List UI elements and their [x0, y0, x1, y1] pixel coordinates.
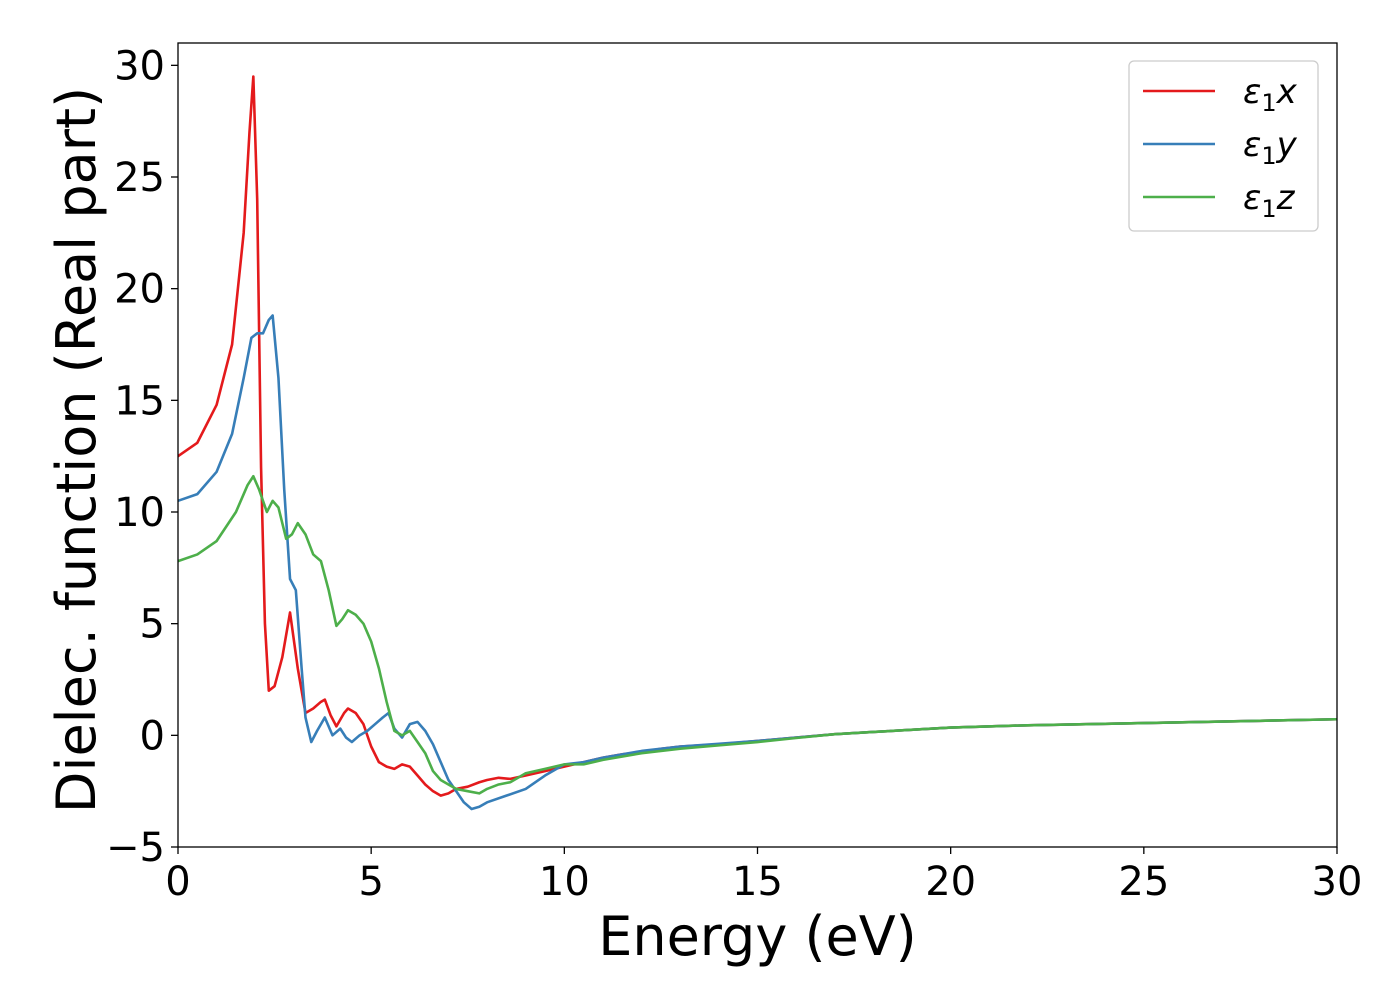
- x-tick-label: 15: [732, 859, 783, 905]
- legend-label-y: ε1y: [1243, 125, 1298, 170]
- x-tick-label: 30: [1312, 859, 1363, 905]
- x-tick-label: 0: [165, 859, 190, 905]
- series-line-z: [178, 474, 1337, 795]
- y-axis-ticks: −5 0 5 10 15 20 25 30: [106, 43, 178, 871]
- series-line-y: [178, 314, 1337, 811]
- x-tick-label: 10: [539, 859, 590, 905]
- y-tick-label: 30: [114, 43, 165, 89]
- y-tick-label: 25: [114, 155, 165, 201]
- legend-label-z: ε1z: [1243, 178, 1296, 223]
- legend-box: [1128, 60, 1319, 232]
- y-tick-label: 15: [114, 378, 165, 424]
- y-axis-label: Dielec. function (Real part): [45, 87, 108, 813]
- legend: ε1x ε1y ε1z: [1128, 60, 1319, 232]
- x-tick-label: 20: [925, 859, 976, 905]
- y-tick-label: −5: [106, 825, 165, 871]
- series-lines: [178, 75, 1337, 811]
- x-tick-label: 5: [358, 859, 383, 905]
- x-tick-label: 25: [1118, 859, 1169, 905]
- x-axis-ticks: 0 5 10 15 20 25 30: [165, 847, 1362, 905]
- y-tick-label: 20: [114, 267, 165, 313]
- y-tick-label: 5: [140, 602, 165, 648]
- legend-label-x: ε1x: [1243, 72, 1298, 117]
- x-axis-label: Energy (eV): [598, 905, 917, 968]
- y-tick-label: 10: [114, 490, 165, 536]
- y-tick-label: 0: [140, 713, 165, 759]
